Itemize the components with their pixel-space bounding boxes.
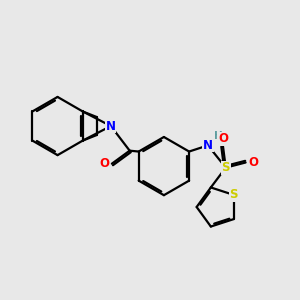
Text: N: N [106, 119, 116, 133]
Text: S: S [230, 188, 238, 201]
Text: S: S [221, 161, 230, 174]
Text: H: H [214, 131, 223, 141]
Text: O: O [248, 156, 258, 169]
Text: O: O [99, 157, 109, 170]
Text: N: N [203, 139, 213, 152]
Text: O: O [218, 132, 228, 146]
